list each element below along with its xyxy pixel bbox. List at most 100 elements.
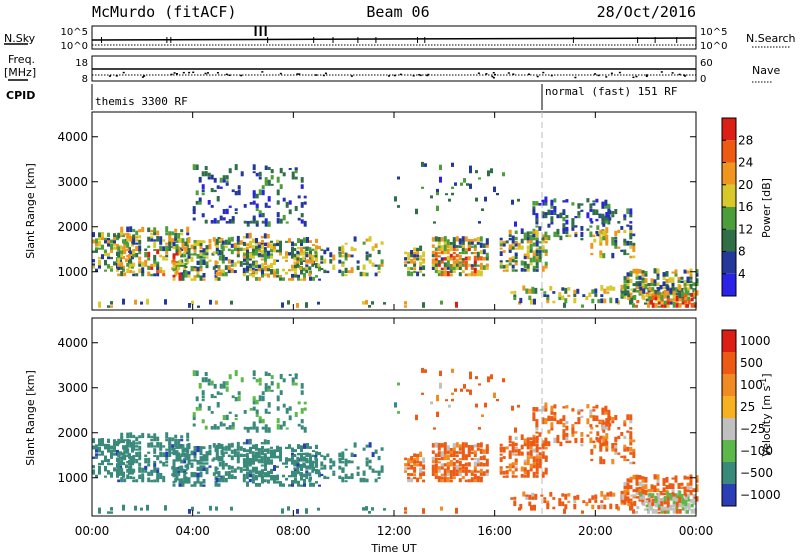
velocity-cell: [600, 500, 604, 503]
velocity-cell: [202, 454, 206, 459]
velocity-cell: [437, 444, 441, 451]
velocity-cell: [639, 492, 643, 497]
power-cell: [263, 273, 267, 277]
power-cell: [110, 239, 113, 244]
power-cell: [245, 258, 249, 261]
power-cell: [683, 269, 687, 274]
velocity-cell: [192, 415, 196, 421]
velocity-cell: [153, 479, 157, 483]
power-cell: [458, 265, 462, 270]
velocity-cell: [638, 481, 642, 486]
velocity-cell: [452, 450, 456, 454]
power-cell: [184, 266, 188, 269]
velocity-cell: [535, 475, 539, 478]
power-cell: [159, 267, 163, 274]
power-cell: [291, 276, 294, 281]
nave-dot: [427, 73, 430, 76]
power-cell: [629, 221, 633, 224]
power-cell: [626, 281, 630, 287]
velocity-cell: [296, 462, 300, 467]
power-cell: [464, 261, 468, 267]
velocity-cell: [257, 447, 261, 451]
velocity-colorbar-tick-label: 25: [740, 400, 755, 414]
power-cell: [243, 204, 247, 208]
power-cell: [132, 234, 136, 239]
velocity-cell: [246, 467, 249, 471]
power-cell: [217, 268, 221, 272]
velocity-cell: [110, 462, 113, 466]
velocity-cell: [107, 447, 110, 453]
power-cell: [544, 261, 548, 266]
power-cell: [212, 237, 216, 242]
velocity-cell: [458, 471, 462, 476]
x-tick-label: 12:00: [377, 524, 412, 538]
velocity-cell: [687, 502, 691, 507]
power-cell: [156, 270, 160, 277]
power-cell: [215, 261, 219, 264]
power-cell: [380, 241, 384, 245]
power-cell: [437, 245, 441, 251]
velocity-cell: [187, 460, 191, 465]
power-cell: [479, 266, 483, 270]
velocity-cell: [544, 405, 548, 412]
power-cell: [626, 272, 630, 277]
velocity-cell: [168, 440, 172, 445]
power-cell: [305, 268, 309, 274]
velocity-cell: [577, 418, 581, 425]
power-cell: [623, 214, 627, 218]
velocity-cell: [547, 441, 551, 447]
power-cell: [288, 200, 292, 205]
power-cell: [264, 181, 268, 186]
power-cell: [544, 199, 548, 206]
velocity-cell: [195, 370, 199, 376]
power-cell: [315, 245, 318, 250]
power-cell: [210, 220, 214, 224]
power-cell: [104, 238, 107, 244]
nave-dot: [122, 71, 125, 74]
power-cell: [632, 233, 636, 237]
power-cell: [311, 263, 315, 267]
velocity-cell: [92, 438, 95, 444]
power-cell: [175, 240, 179, 243]
velocity-cell: [368, 459, 372, 464]
power-cell: [303, 237, 306, 243]
velocity-cell: [454, 388, 457, 392]
velocity-cell: [452, 461, 456, 467]
power-cell: [215, 249, 219, 255]
power-cell: [120, 266, 124, 270]
power-cell: [236, 250, 240, 255]
power-cell: [246, 261, 249, 265]
velocity-cell: [165, 451, 169, 457]
power-cell: [368, 236, 372, 242]
velocity-cell: [291, 459, 294, 465]
station-title: McMurdo (fitACF): [92, 3, 237, 21]
power-cell: [281, 302, 284, 308]
power-cell: [645, 294, 649, 297]
velocity-cell: [120, 472, 124, 476]
velocity-cell: [202, 446, 206, 449]
nave-dot: [492, 76, 495, 79]
velocity-cell: [261, 395, 265, 402]
power-cell: [597, 299, 601, 304]
velocity-cell: [532, 471, 536, 475]
power-cell: [621, 288, 625, 294]
velocity-cell: [318, 484, 321, 487]
velocity-cell: [671, 488, 675, 493]
power-cell: [183, 253, 187, 258]
power-cell: [273, 273, 276, 278]
nsky-label: N.Sky: [4, 32, 36, 45]
power-cell: [267, 268, 270, 272]
power-cell: [174, 265, 178, 270]
velocity-cell: [368, 465, 372, 470]
velocity-cell: [446, 470, 450, 476]
velocity-cell: [320, 454, 324, 457]
velocity-cell: [445, 399, 448, 402]
power-cell: [407, 267, 411, 270]
power-cell: [255, 222, 259, 227]
power-cell: [541, 266, 545, 272]
power-cell: [607, 214, 611, 219]
velocity-cell: [110, 511, 113, 514]
velocity-cell: [104, 465, 107, 472]
velocity-cell: [222, 384, 226, 389]
velocity-cell: [92, 456, 95, 459]
